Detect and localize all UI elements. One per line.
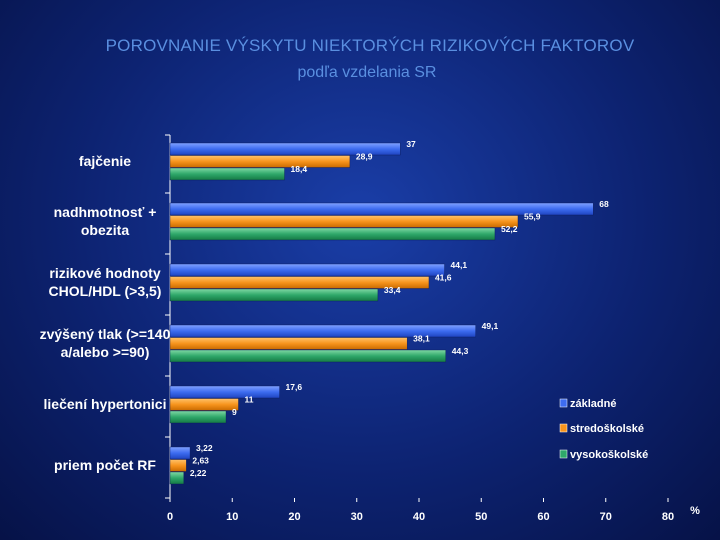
data-label-2-4: 9 [232,407,237,417]
category-label-2: CHOL/HDL (>3,5) [49,283,162,299]
data-label-2-0: 18,4 [291,164,308,174]
bar-1-3 [169,337,408,350]
x-tick-label: 0 [167,511,173,523]
bar-0-3 [169,324,476,338]
x-tick-label: 60 [537,511,549,523]
bar-1-2 [169,276,430,289]
x-tick-label: 80 [662,511,674,523]
x-tick-label: 20 [288,511,300,523]
data-label-0-2: 44,1 [451,260,468,270]
legend-swatch-2 [559,449,568,459]
bar-2-5 [169,471,185,485]
bar-2-0 [169,167,285,181]
data-label-0-5: 3,22 [196,443,213,453]
legend-label-0: základné [570,398,616,410]
bar-1-5 [169,459,187,472]
bar-2-3 [169,349,446,363]
category-label-2: rizikové hodnoty [49,265,160,281]
x-tick-label: 50 [475,511,487,523]
legend-swatch-1 [559,423,568,433]
bar-0-5 [169,446,191,460]
data-label-2-2: 33,4 [384,285,401,295]
bar-2-2 [169,288,379,302]
bar-1-0 [169,155,351,168]
data-label-0-1: 68 [599,199,609,209]
legend-swatch-0 [559,398,568,408]
data-label-1-5: 2,63 [192,456,209,466]
data-label-1-4: 11 [244,395,253,405]
data-label-1-1: 55,9 [524,212,541,222]
data-label-0-3: 49,1 [482,321,499,331]
data-label-2-5: 2,22 [190,468,207,478]
data-label-1-2: 41,6 [435,273,452,283]
data-label-0-0: 37 [406,139,416,149]
x-tick-label: 40 [413,511,425,523]
category-label-3: a/alebo >=90) [61,344,150,360]
data-label-1-3: 38,1 [413,334,430,344]
x-tick-label: 70 [600,511,612,523]
category-label-5: priem počet RF [54,457,156,473]
category-label-0: fajčenie [79,153,131,169]
category-label-4: liečení hypertonici [44,396,167,412]
data-label-2-1: 52,2 [501,224,518,234]
data-label-2-3: 44,3 [452,346,469,356]
category-label-3: zvýšený tlak (>=140 [40,326,171,342]
category-label-1: nadhmotnosť + [54,204,157,220]
category-label-1: obezita [81,222,129,238]
data-label-0-4: 17,6 [286,382,303,392]
bar-0-4 [169,385,280,399]
x-axis-unit-label: % [690,505,700,517]
x-tick-label: 10 [226,511,238,523]
chart-title: POROVNANIE VÝSKYTU NIEKTORÝCH RIZIKOVÝCH… [105,36,635,55]
bar-0-1 [169,202,594,216]
bar-1-1 [169,215,519,228]
bar-2-4 [169,410,227,424]
legend-label-1: stredoškolské [570,423,644,435]
bar-2-1 [169,227,496,241]
bar-1-4 [169,398,239,411]
legend-label-2: vysokoškolské [570,449,648,461]
bar-0-2 [169,263,445,277]
data-label-1-0: 28,9 [356,152,373,162]
chart-subtitle: podľa vzdelania SR [297,64,437,81]
x-tick-label: 30 [351,511,363,523]
bar-0-0 [169,142,401,156]
